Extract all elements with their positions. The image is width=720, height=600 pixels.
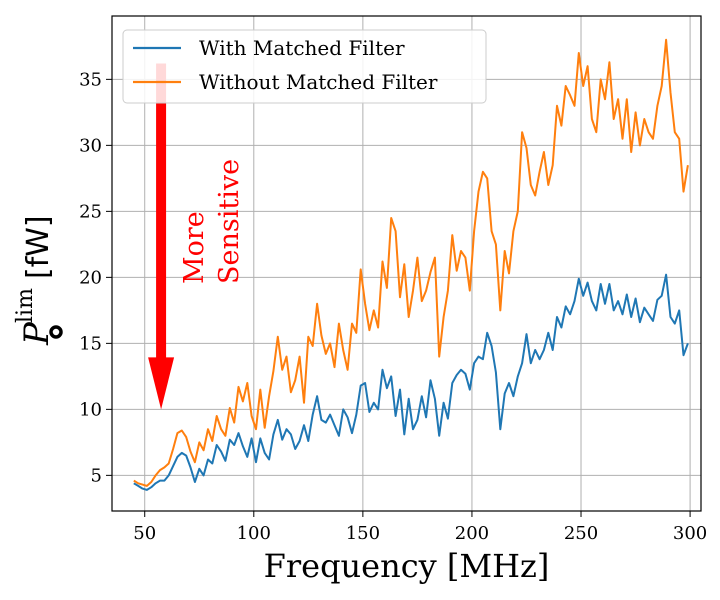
y-tick-label: 10 xyxy=(79,399,102,420)
x-tick-label: 250 xyxy=(564,523,598,544)
y-tick-label: 30 xyxy=(79,135,102,156)
x-tick-label: 50 xyxy=(133,523,156,544)
y-tick-label: 15 xyxy=(79,333,102,354)
series-lines xyxy=(133,38,689,491)
legend-box xyxy=(122,29,487,104)
y-tick-label: 25 xyxy=(79,201,102,222)
x-axis-label: Frequency [MHz] xyxy=(264,547,550,585)
annotation-text-line-1: More xyxy=(179,211,210,284)
x-tick-label: 200 xyxy=(455,523,489,544)
y-tick-label: 20 xyxy=(79,267,102,288)
legend-label-with-matched-filter: With Matched Filter xyxy=(199,36,405,60)
legend-label-without-matched-filter: Without Matched Filter xyxy=(199,70,438,94)
y-tick-label: 35 xyxy=(79,69,102,90)
y-axis-label-superscript: lim xyxy=(13,288,38,323)
y-axis-label-subscript-circle xyxy=(49,325,63,339)
sensitivity-annotation: More Sensitive xyxy=(148,63,245,410)
annotation-arrow-head xyxy=(148,357,175,410)
series-line-with-matched-filter xyxy=(133,273,689,491)
x-tick-label: 100 xyxy=(237,523,271,544)
y-axis-ticks: 5 10 15 20 25 30 35 xyxy=(79,69,112,486)
annotation-text-line-2: Sensitive xyxy=(214,159,245,284)
series-line-without-matched-filter xyxy=(133,38,689,487)
y-axis-label: P lim [fW] xyxy=(13,215,63,346)
legend: With Matched Filter Without Matched Filt… xyxy=(122,29,487,104)
plot-frame xyxy=(111,15,702,512)
x-tick-label: 300 xyxy=(673,523,707,544)
y-tick-label: 5 xyxy=(91,465,102,486)
y-axis-label-unit: [fW] xyxy=(21,215,56,279)
x-axis-ticks: 50 100 150 200 250 300 xyxy=(133,511,707,544)
x-tick-label: 150 xyxy=(346,523,380,544)
